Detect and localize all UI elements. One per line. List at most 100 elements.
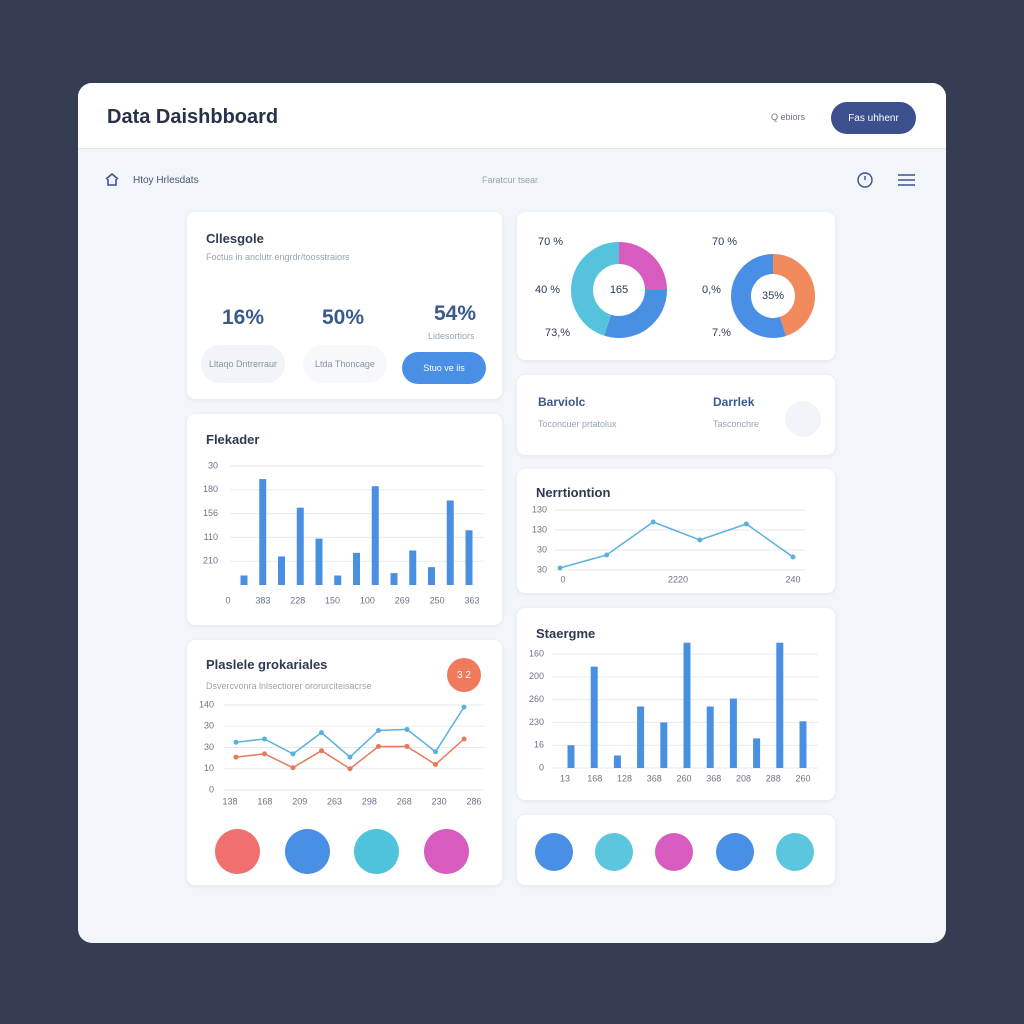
bar xyxy=(799,721,807,768)
x-tick-label: 250 xyxy=(430,595,445,605)
bar xyxy=(753,738,761,768)
icon-button[interactable] xyxy=(776,833,814,871)
point xyxy=(290,751,296,757)
nav-title[interactable]: Htoy Hrlesdats xyxy=(133,175,199,186)
point xyxy=(433,749,438,755)
point xyxy=(347,754,353,760)
x-tick-label: 0 xyxy=(560,574,565,584)
donut-label: 7.% xyxy=(712,327,731,339)
header-button[interactable]: Fas uhhenr xyxy=(831,102,916,134)
x-tick-label: 269 xyxy=(395,595,410,605)
bar xyxy=(660,722,668,768)
point xyxy=(461,736,467,742)
x-tick-label: 13 xyxy=(560,773,570,783)
point xyxy=(290,765,296,771)
x-tick-label: 209 xyxy=(292,796,307,806)
y-tick-label: 160 xyxy=(529,648,544,658)
bar xyxy=(446,500,454,585)
line xyxy=(235,738,465,770)
y-tick-label: 130 xyxy=(532,524,547,534)
donut-center: 165 xyxy=(610,284,628,296)
x-tick-label: 363 xyxy=(464,595,479,605)
y-tick-label: 156 xyxy=(203,508,218,518)
icon-button[interactable] xyxy=(354,829,399,874)
icon-button[interactable] xyxy=(655,833,693,871)
bar xyxy=(590,666,598,768)
point xyxy=(262,751,267,757)
y-tick-label: 30 xyxy=(204,721,214,731)
point xyxy=(233,739,239,745)
point xyxy=(262,736,267,742)
x-tick-label: 263 xyxy=(327,796,342,806)
info-title: Barviolc xyxy=(538,395,586,409)
chart-title: Nerrtiontion xyxy=(536,485,611,500)
y-tick-label: 260 xyxy=(529,694,544,704)
x-tick-label: 240 xyxy=(785,574,800,584)
y-tick-label: 30 xyxy=(537,564,547,574)
icon-button[interactable] xyxy=(595,833,633,871)
home-icon[interactable] xyxy=(104,172,120,188)
bar xyxy=(465,530,473,585)
point xyxy=(404,743,410,749)
x-tick-label: 288 xyxy=(766,773,781,783)
x-tick-label: 268 xyxy=(397,796,412,806)
bar xyxy=(259,479,267,585)
bar xyxy=(371,486,379,585)
donut-segment xyxy=(571,242,620,336)
nav-search[interactable]: Faratcur tsear xyxy=(482,175,539,185)
bar xyxy=(567,745,575,768)
stat-value: 54% xyxy=(434,302,477,325)
point xyxy=(347,766,353,772)
chart-title: Flekader xyxy=(206,432,260,447)
bar xyxy=(296,507,304,585)
pill[interactable]: Lltaqo Dntrerraur xyxy=(201,345,285,383)
bar xyxy=(278,556,285,585)
header-link[interactable]: Q ebiors xyxy=(771,112,806,122)
x-tick-label: 138 xyxy=(222,796,237,806)
info-icon[interactable] xyxy=(785,401,821,437)
y-tick-label: 30 xyxy=(537,544,547,554)
nav-icons[interactable] xyxy=(856,171,918,189)
card-title: Cllesgole xyxy=(206,231,264,246)
y-tick-label: 200 xyxy=(529,671,544,681)
info-title: Darrlek xyxy=(713,395,755,409)
donut-center: 35% xyxy=(762,290,784,302)
donut-segment xyxy=(618,242,667,291)
donut-label: 40 % xyxy=(535,284,560,296)
bar xyxy=(353,552,360,585)
icon-button[interactable] xyxy=(716,833,754,871)
y-tick-label: 230 xyxy=(529,717,544,727)
card-subtitle: Foctus in anclutr engrdr/toosstraiors xyxy=(206,252,350,262)
bar xyxy=(409,550,417,585)
stat-value: 50% xyxy=(322,306,365,329)
y-tick-label: 180 xyxy=(203,484,218,494)
x-tick-label: 298 xyxy=(362,796,377,806)
point xyxy=(604,552,610,558)
x-tick-label: 286 xyxy=(466,796,481,806)
y-tick-label: 16 xyxy=(534,740,544,750)
icon-button[interactable] xyxy=(424,829,469,874)
icon-button[interactable] xyxy=(285,829,330,874)
bar xyxy=(613,755,621,768)
icon-button[interactable] xyxy=(215,829,260,874)
point xyxy=(557,565,563,571)
stat-value: 16% xyxy=(222,306,265,329)
page-title: Data Daishbboard xyxy=(107,106,279,128)
y-tick-label: 110 xyxy=(204,532,218,542)
x-tick-label: 128 xyxy=(617,773,632,783)
point xyxy=(650,519,656,525)
point xyxy=(376,728,381,733)
icon-button[interactable] xyxy=(535,833,573,871)
bar xyxy=(240,575,248,585)
x-tick-label: 168 xyxy=(587,773,602,783)
info-card xyxy=(517,375,835,455)
y-tick-label: 30 xyxy=(208,460,218,470)
y-tick-label: 0 xyxy=(209,784,214,794)
pill[interactable]: Ltda Thoncage xyxy=(303,345,387,383)
x-tick-label: 383 xyxy=(255,595,270,605)
stats-button[interactable]: Stuo ve iis xyxy=(402,352,486,384)
y-tick-label: 30 xyxy=(204,742,214,752)
x-tick-label: 228 xyxy=(290,595,305,605)
y-tick-label: 130 xyxy=(532,504,547,514)
point xyxy=(404,726,410,732)
